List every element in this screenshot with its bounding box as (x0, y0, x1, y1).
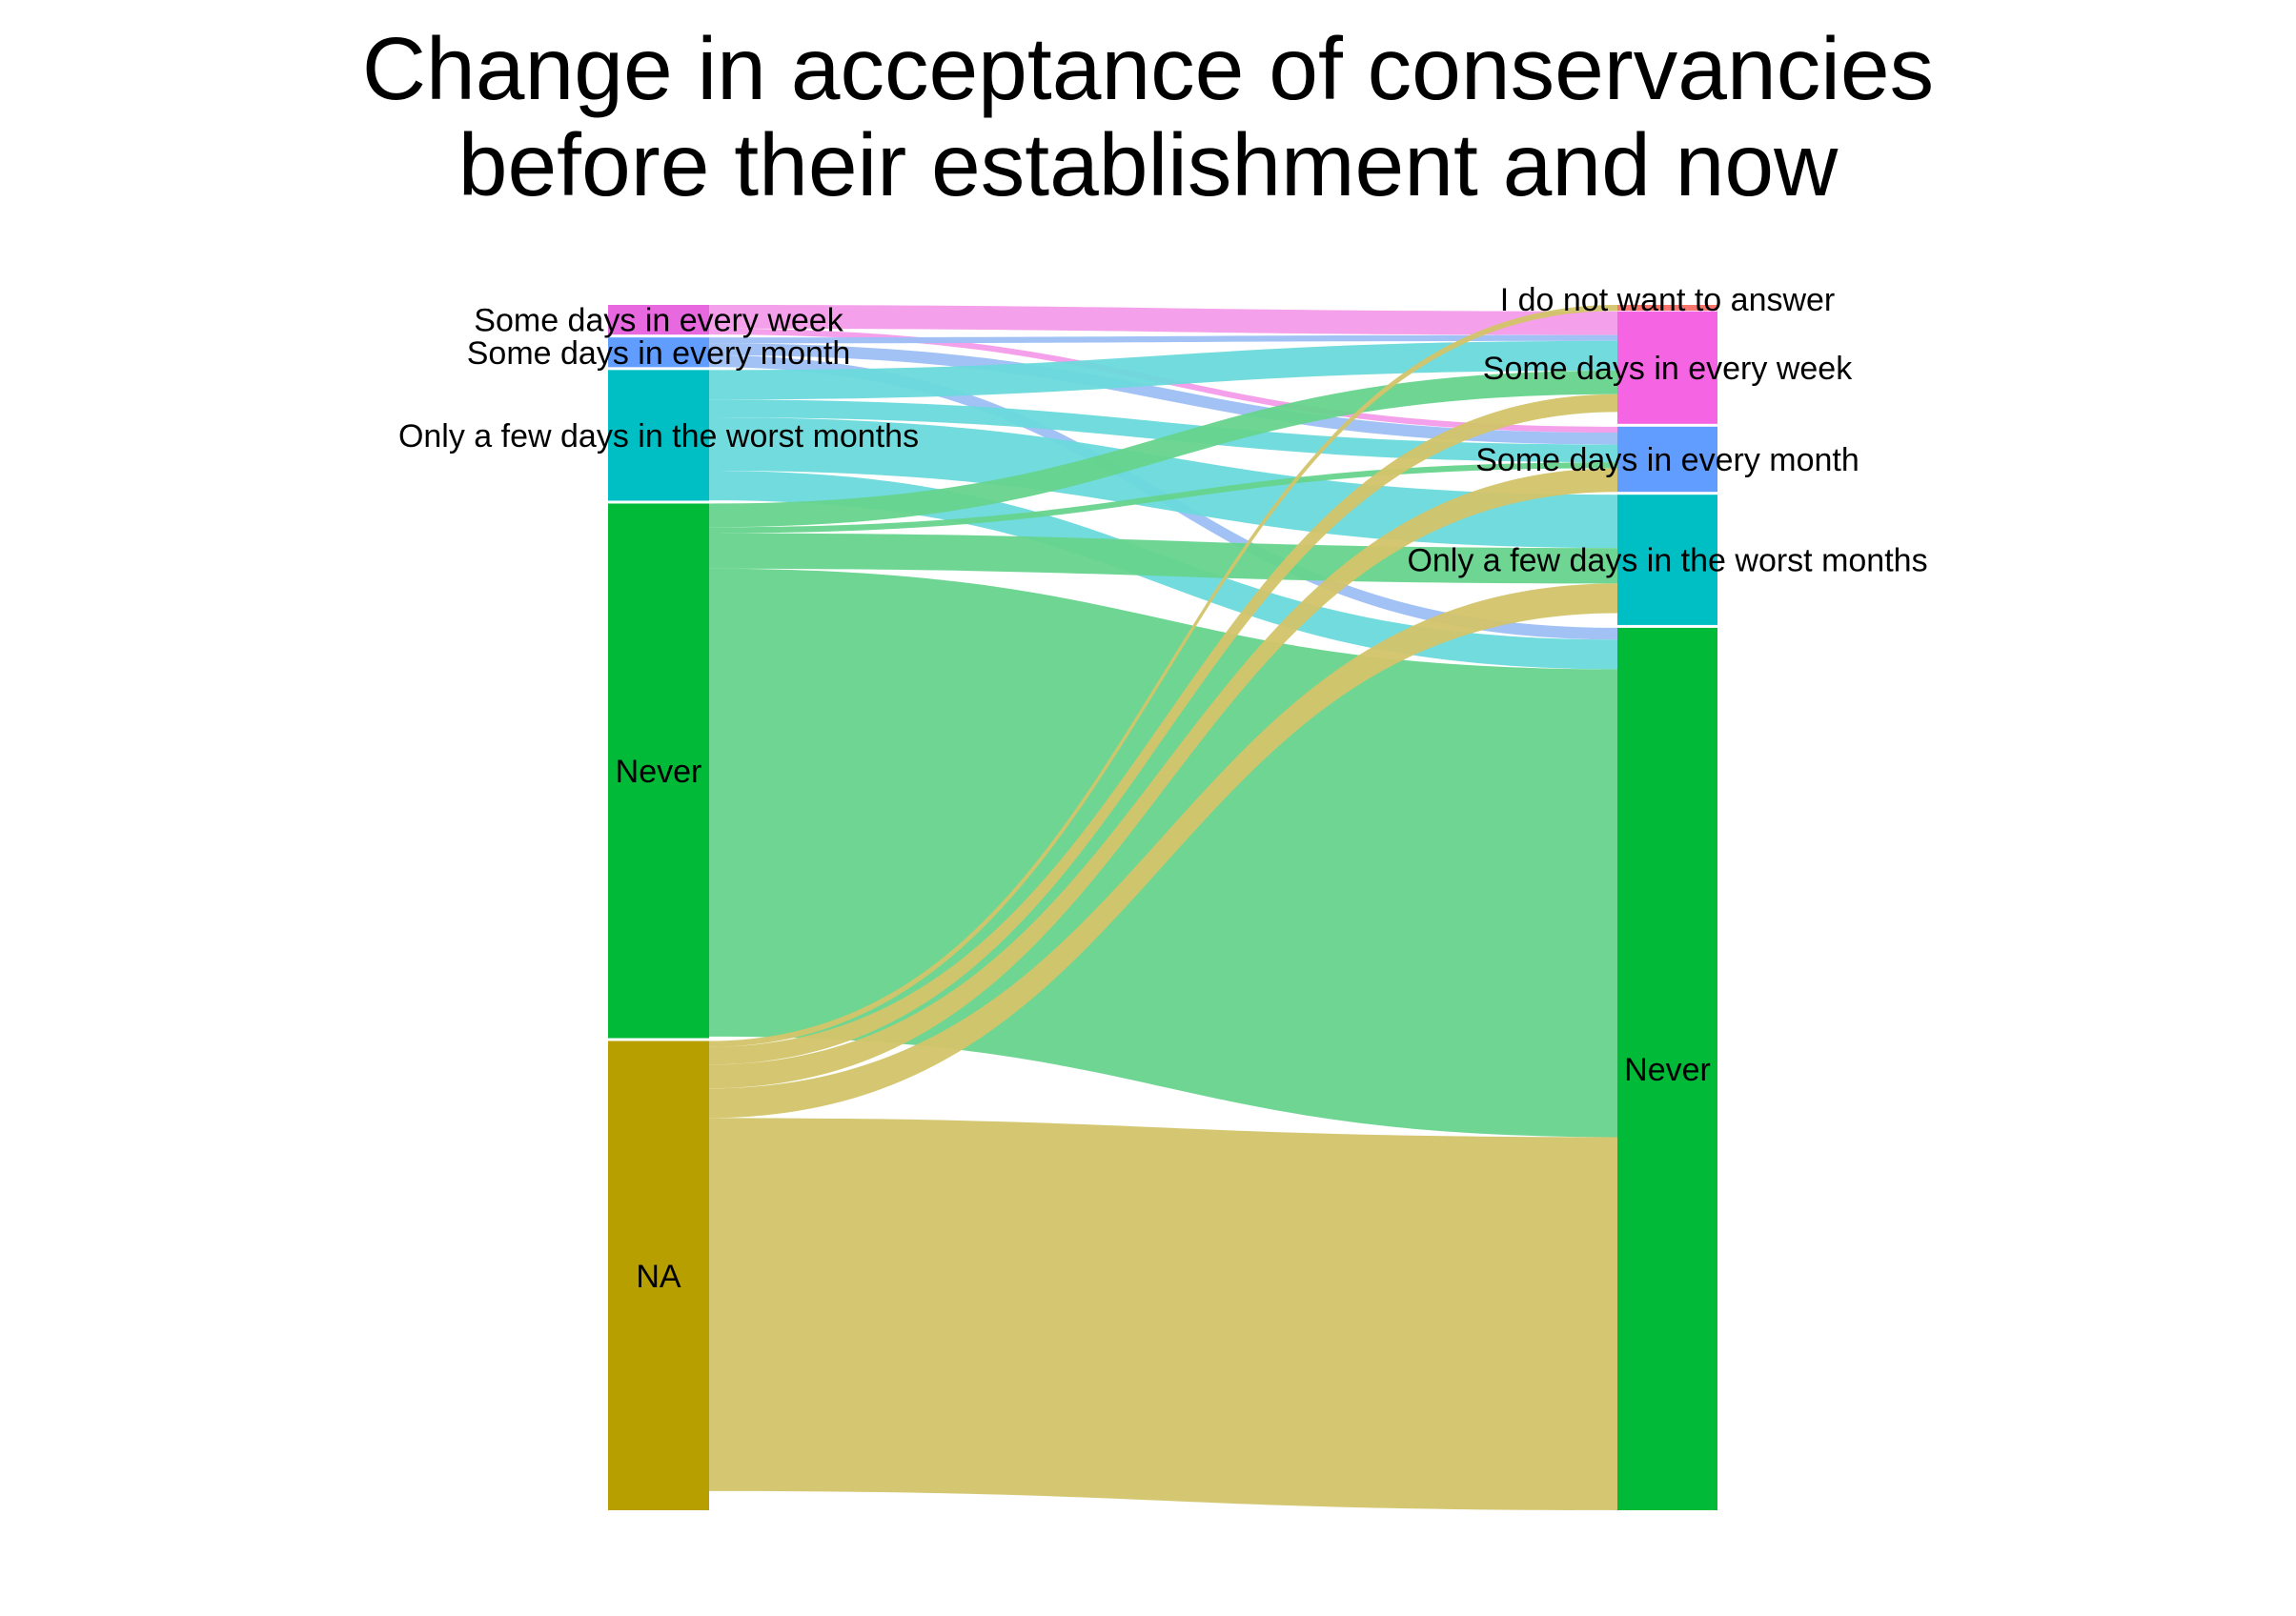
left-label-never: Never (616, 754, 702, 790)
left-node-never (608, 503, 709, 1039)
right-label-i-do-not-want-to-answer: I do not want to answer (1500, 282, 1836, 318)
left-node-some-days-in-every-month (608, 337, 709, 368)
right-node-only-a-few-days-in-the-worst-months (1617, 495, 1717, 625)
links (709, 305, 1617, 1510)
link-l-never-to-r-week (709, 370, 1617, 528)
right-label-some-days-in-every-week: Some days in every week (1483, 351, 1853, 387)
link-l-few-to-r-week (709, 340, 1617, 400)
chart-title: Change in acceptance of conservancies be… (0, 21, 2296, 213)
link-l-month-to-r-week (709, 334, 1617, 344)
link-l-na-to-r-few (709, 583, 1617, 1119)
right-label-only-a-few-days-in-the-worst-months: Only a few days in the worst months (1407, 543, 1927, 579)
right-label-never: Never (1624, 1052, 1711, 1088)
nodes (608, 305, 1717, 1510)
left-node-only-a-few-days-in-the-worst-months (608, 370, 709, 501)
link-l-na-to-r-week (709, 394, 1617, 1065)
link-l-na-to-r-dna (709, 305, 1617, 1047)
left-label-na: NA (636, 1259, 681, 1295)
right-node-some-days-in-every-month (1617, 426, 1717, 493)
left-label-only-a-few-days-in-the-worst-months: Only a few days in the worst months (398, 418, 919, 454)
left-label-some-days-in-every-month: Some days in every month (467, 335, 851, 372)
right-node-never (1617, 627, 1717, 1510)
left-node-some-days-in-every-week (608, 305, 709, 335)
link-l-week-to-r-week (709, 305, 1617, 335)
link-l-month-to-r-month (709, 343, 1617, 445)
right-label-some-days-in-every-month: Some days in every month (1475, 442, 1859, 478)
link-l-never-to-r-month (709, 462, 1617, 534)
link-l-never-to-r-few (709, 533, 1617, 584)
link-l-na-to-r-never (709, 1118, 1617, 1510)
left-label-some-days-in-every-week: Some days in every week (474, 303, 843, 339)
left-node-na (608, 1040, 709, 1510)
right-node-some-days-in-every-week (1617, 311, 1717, 424)
chart-title-line-2: before their establishment and now (457, 115, 1839, 214)
link-l-na-to-r-month (709, 468, 1617, 1089)
link-l-few-to-r-month (709, 399, 1617, 463)
right-node-i-do-not-want-to-answer (1617, 305, 1717, 311)
chart-title-line-1: Change in acceptance of conservancies (361, 19, 1935, 118)
link-l-few-to-r-few (709, 417, 1617, 549)
